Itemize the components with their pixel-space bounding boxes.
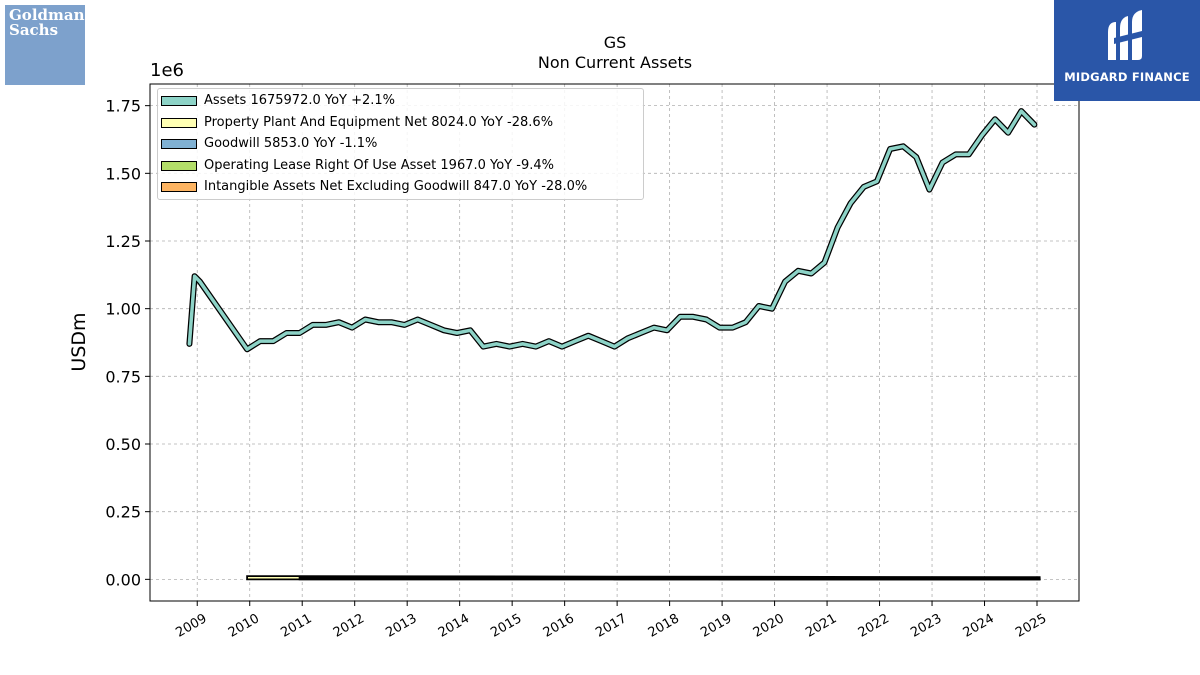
y-tick-label: 1.25 (105, 232, 141, 251)
midgard-finance-logo: MIDGARD FINANCE (1054, 0, 1200, 101)
legend-swatch (161, 182, 197, 192)
chart-title: GS (604, 33, 627, 52)
x-tick-label: 2012 (331, 611, 367, 641)
x-tick-label: 2015 (488, 611, 524, 641)
y-axis: 0.00 0.25 0.50 0.75 1.00 1.25 1.50 1.75 (105, 97, 150, 589)
stack-areas (246, 575, 1041, 581)
series-lines (186, 108, 1038, 353)
x-tick-label: 2009 (173, 611, 209, 641)
legend-swatch (161, 139, 197, 149)
x-tick-label: 2010 (226, 611, 262, 641)
x-tick-label: 2017 (593, 611, 629, 641)
legend-label: Goodwill 5853.0 YoY -1.1% (204, 136, 378, 151)
legend-label: Assets 1675972.0 YoY +2.1% (204, 93, 396, 108)
logo-left-line2: Sachs (9, 21, 59, 39)
legend-label: Operating Lease Right Of Use Asset 1967.… (204, 157, 554, 173)
y-axis-label: USDm (68, 312, 90, 371)
x-tick-label: 2014 (436, 611, 472, 641)
x-tick-label: 2018 (646, 611, 682, 641)
x-axis: 2009 2010 2011 2012 2013 2014 2015 2016 2017 2018… (173, 601, 1049, 641)
goldman-sachs-logo: Goldman Sachs (5, 5, 85, 85)
x-tick-label: 2016 (541, 611, 577, 641)
x-tick-label: 2020 (751, 611, 787, 641)
x-tick-label: 2022 (856, 611, 892, 641)
x-tick-label: 2023 (908, 611, 944, 641)
legend-swatch (161, 96, 197, 106)
y-tick-label: 1.50 (105, 164, 141, 183)
x-tick-label: 2024 (961, 611, 997, 641)
x-tick-label: 2021 (803, 611, 839, 641)
legend-label: Intangible Assets Net Excluding Goodwill… (204, 179, 588, 194)
x-tick-label: 2011 (278, 611, 314, 641)
legend: Assets 1675972.0 YoY +2.1% Property Plant… (157, 88, 644, 200)
y-tick-label: 1.00 (105, 300, 141, 319)
plot-frame (149, 83, 1080, 602)
x-tick-label: 2019 (698, 611, 734, 641)
y-offset-label: 1e6 (150, 60, 184, 81)
y-tick-label: 0.75 (105, 367, 141, 386)
logo-left-line1: Goldman (9, 6, 85, 24)
y-tick-label: 0.25 (105, 503, 141, 522)
midgard-emblem-icon (1108, 10, 1146, 60)
assets-line (187, 109, 1037, 352)
y-tick-label: 0.50 (105, 435, 141, 454)
legend-label: Property Plant And Equipment Net 8024.0 … (204, 114, 554, 130)
y-tick-label: 0.00 (105, 570, 141, 589)
midgard-logo-text: MIDGARD FINANCE (1064, 70, 1190, 84)
y-tick-label: 1.75 (105, 97, 141, 116)
legend-swatch (161, 117, 197, 128)
chart-subtitle: Non Current Assets (538, 53, 692, 72)
x-tick-label: 2013 (383, 611, 419, 641)
x-tick-label: 2025 (1013, 611, 1049, 641)
legend-swatch (161, 160, 197, 171)
